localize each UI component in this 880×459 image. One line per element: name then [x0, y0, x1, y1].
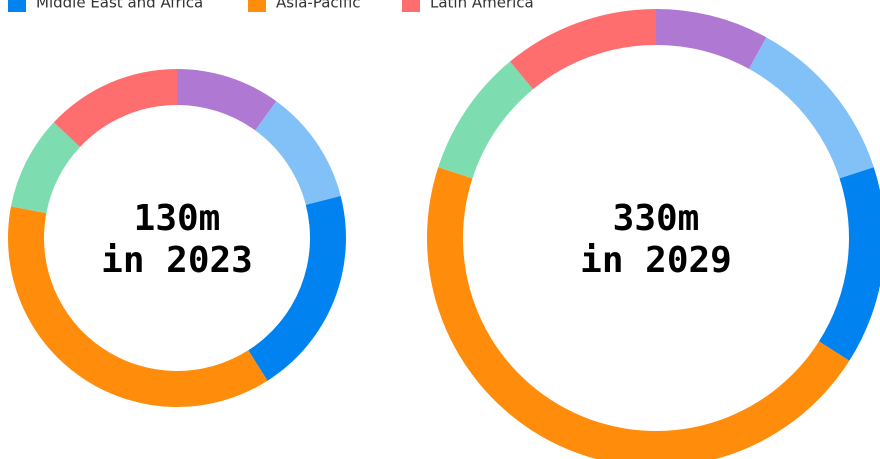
donut-segment — [818, 167, 880, 361]
legend-swatch — [248, 0, 266, 12]
center-label: 130m — [134, 198, 221, 239]
legend-swatch — [8, 0, 26, 12]
donut-segment — [177, 69, 277, 131]
center-label: in 2029 — [580, 240, 732, 281]
donut-segment — [656, 9, 767, 69]
legend-swatch — [402, 0, 420, 12]
donut-segment — [748, 37, 874, 179]
center-label: in 2023 — [101, 240, 253, 281]
donut-segment — [8, 206, 268, 407]
legend-label: Middle East and Africa — [36, 0, 203, 12]
donut-segment — [53, 69, 177, 147]
donut-segment — [510, 8, 656, 90]
donut-segment — [255, 101, 341, 205]
donut-segment — [10, 122, 81, 214]
donut-segment — [248, 195, 346, 381]
legend-label: Latin America — [430, 0, 534, 12]
donut-segment — [438, 61, 533, 179]
legend-label: Asia-Pacific — [276, 0, 361, 12]
center-label: 330m — [613, 198, 700, 239]
